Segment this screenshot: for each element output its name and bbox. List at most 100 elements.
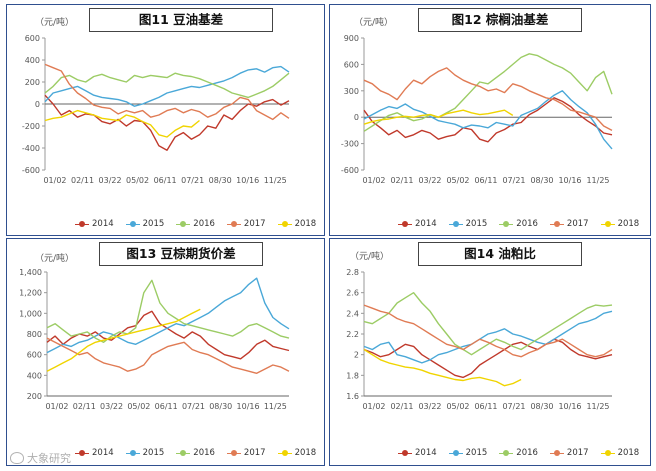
y-tick-label: 600 [25, 34, 40, 43]
series-line-2017 [363, 304, 613, 358]
x-tick-label: 11/25 [586, 402, 609, 411]
legend-item-2014: 2014 [75, 448, 114, 458]
legend-swatch [398, 449, 412, 457]
legend-item-2014: 2014 [398, 448, 437, 458]
legend-label: 2018 [294, 448, 317, 458]
legend-item-2017: 2017 [226, 448, 266, 458]
legend-swatch [226, 449, 241, 457]
legend-label: 2018 [617, 448, 640, 458]
legend-swatch [549, 220, 564, 228]
x-tick-label: 06/11 [154, 176, 177, 185]
legend-label: 2016 [193, 219, 215, 229]
chart-title: 图12 棕榈油基差 [418, 8, 582, 32]
series-line-2018 [44, 109, 200, 138]
x-tick-label: 10/16 [236, 176, 259, 185]
y-tick-label: 2.4 [346, 309, 359, 318]
series-line-2014 [44, 94, 290, 151]
legend-item-2015: 2015 [448, 219, 488, 229]
legend-label: 2014 [415, 448, 437, 458]
x-tick-label: 08/30 [209, 176, 232, 185]
x-tick-label: 03/22 [418, 176, 441, 185]
x-tick-label: 01/02 [45, 402, 68, 411]
series-line-2017 [46, 337, 290, 375]
legend-swatch [176, 449, 191, 457]
y-tick-label: 0 [354, 113, 359, 122]
series-line-2015 [44, 65, 290, 107]
x-tick-label: 01/02 [362, 176, 385, 185]
legend-item-2016: 2016 [499, 219, 538, 229]
x-tick-label: 02/11 [71, 176, 94, 185]
chart-panel-palm-oil-basis: 图12 棕榈油基差 （元/吨） -600 -300 0 300 600 900 01/02 0… [329, 4, 651, 236]
y-tick-label: -300 [341, 140, 359, 149]
chart-panel-soy-palm-spread: 图13 豆棕期货价差 （元/吨） 200 400 600 800 1,000 1,200 1… [6, 238, 325, 466]
legend-label: 2015 [142, 219, 165, 229]
x-tick-label: 06/11 [474, 402, 497, 411]
legend-label: 2017 [243, 448, 266, 458]
x-tick-label: 11/25 [264, 402, 287, 411]
x-tick-label: 01/02 [43, 176, 66, 185]
y-unit-label: （元/吨） [35, 254, 75, 264]
x-tick-label: 05/02 [446, 402, 469, 411]
series-line-2016 [363, 53, 613, 132]
legend-item-2016: 2016 [176, 448, 215, 458]
series-line-2014 [46, 310, 290, 360]
x-tick-label: 02/11 [73, 402, 96, 411]
series-line-2017 [363, 67, 613, 132]
legend-item-2016: 2016 [176, 219, 215, 229]
x-tick-label: 05/02 [127, 402, 150, 411]
legend-label: 2017 [566, 448, 589, 458]
series-line-2018 [363, 348, 522, 387]
x-tick-label: 03/22 [100, 402, 123, 411]
legend-swatch [448, 220, 463, 228]
legend-item-2014: 2014 [75, 219, 114, 229]
weibo-icon [10, 452, 24, 464]
y-tick-label: 1.8 [346, 371, 359, 380]
series-line-2018 [363, 109, 514, 125]
y-tick-label: 1.6 [346, 392, 359, 401]
watermark-text: 大象研究 [27, 452, 71, 465]
x-tick-label: 07/21 [182, 402, 205, 411]
y-tick-label: 2.2 [346, 330, 359, 339]
legend-item-2018: 2018 [600, 448, 640, 458]
y-tick-label: 200 [27, 392, 42, 401]
y-tick-label: 2 [354, 351, 359, 360]
legend-swatch [125, 449, 140, 457]
legend-swatch [226, 220, 241, 228]
x-tick-label: 05/02 [126, 176, 149, 185]
x-tick-label: 03/22 [99, 176, 122, 185]
legend-swatch [600, 449, 615, 457]
x-tick-label: 06/11 [474, 176, 497, 185]
y-unit-label: （元/吨） [350, 252, 390, 262]
x-tick-label: 10/16 [558, 176, 581, 185]
series-line-2014 [363, 97, 613, 143]
chart-legend: 2014 2015 2016 2017 2018 [398, 448, 639, 458]
legend-item-2017: 2017 [226, 219, 266, 229]
legend-swatch [499, 220, 514, 228]
legend-label: 2018 [617, 219, 640, 229]
x-tick-label: 02/11 [390, 176, 413, 185]
x-tick-label: 10/16 [237, 402, 260, 411]
legend-item-2016: 2016 [499, 448, 538, 458]
legend-item-2015: 2015 [125, 219, 165, 229]
series-line-2018 [46, 308, 201, 372]
legend-swatch [600, 220, 615, 228]
series-line-2017 [44, 63, 290, 121]
series-line-2015 [46, 277, 290, 354]
legend-swatch [75, 449, 89, 457]
chart-title: 图11 豆油基差 [89, 8, 273, 32]
series-line-2015 [363, 90, 613, 150]
x-tick-label: 08/30 [530, 402, 553, 411]
legend-swatch [499, 449, 514, 457]
y-tick-label: -200 [22, 122, 40, 131]
x-tick-label: 07/21 [502, 402, 525, 411]
y-tick-label: 1,200 [19, 289, 42, 298]
legend-label: 2015 [465, 219, 488, 229]
y-tick-label: 300 [344, 87, 359, 96]
chart-legend: 2014 2015 2016 2017 2018 [398, 219, 639, 229]
y-tick-label: 800 [27, 330, 42, 339]
legend-label: 2018 [294, 219, 317, 229]
chart-panel-oil-meal-ratio: 图14 油粕比 （元/吨） 1.6 1.8 2 2.2 2.4 2.6 2.8 01/02 02… [329, 238, 651, 466]
y-tick-label: -600 [22, 166, 40, 175]
legend-label: 2016 [193, 448, 215, 458]
legend-label: 2016 [516, 219, 538, 229]
